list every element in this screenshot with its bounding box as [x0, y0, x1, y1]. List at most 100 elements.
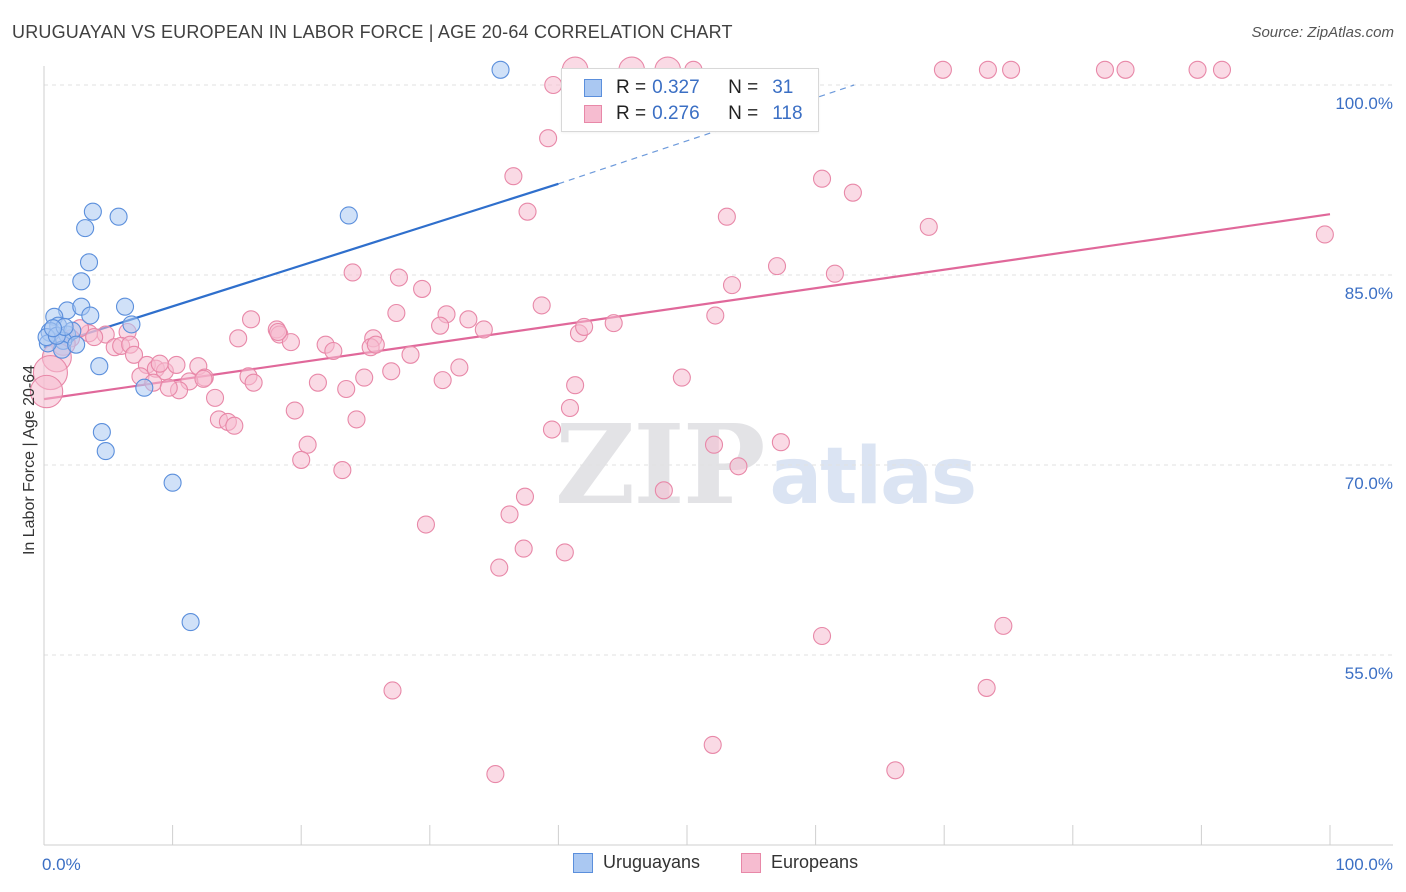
legend-n-label: N = [728, 103, 759, 124]
chart-title: URUGUAYAN VS EUROPEAN IN LABOR FORCE | A… [12, 22, 733, 42]
european-point [919, 217, 938, 236]
uruguayan-point [43, 319, 63, 338]
european-point [150, 354, 169, 373]
european-point [566, 376, 585, 395]
bottom-legend-swatch-uruguayans [573, 852, 593, 873]
bottom-legend-uruguayans: Uruguayans [573, 852, 700, 873]
points-layer [29, 56, 1334, 784]
legend-row-uruguayans: R = 0.327 N = 31 [584, 75, 793, 101]
european-point [382, 362, 401, 381]
y-tick-label: 85.0% [1345, 284, 1393, 303]
european-point [333, 461, 352, 480]
legend-r-value: 0.276 [652, 103, 700, 124]
european-point [194, 369, 213, 388]
uruguayan-point [72, 272, 91, 291]
stats-legend: R = 0.327 N = 31 R = 0.276 N = 118 [561, 68, 819, 132]
european-point [225, 416, 244, 435]
european-point [486, 765, 505, 784]
european-point [324, 341, 343, 361]
european-point [389, 268, 408, 287]
uruguayan-point [79, 253, 99, 272]
european-point [387, 303, 406, 323]
bottom-legend-swatch-europeans [741, 852, 761, 873]
european-point [474, 320, 493, 339]
source-label: Source: ZipAtlas.com [1251, 24, 1394, 41]
x-tick-label: 100.0% [1335, 855, 1393, 874]
european-point [1212, 60, 1232, 79]
uruguayan-point [67, 335, 86, 354]
european-point [241, 310, 261, 329]
european-point [205, 388, 225, 407]
european-point [413, 279, 432, 298]
european-point [825, 264, 844, 283]
european-point [843, 183, 862, 202]
y-tick-label: 55.0% [1345, 664, 1393, 683]
european-point [704, 435, 724, 454]
european-point [124, 345, 144, 364]
legend-r-value: 0.327 [652, 77, 700, 98]
european-point [729, 457, 748, 476]
label-layer: 100.0% 85.0% 70.0% 55.0% 0.0% 100.0% [42, 94, 1393, 874]
european-point [515, 487, 535, 506]
european-point [1116, 60, 1135, 79]
european-point [994, 616, 1013, 635]
european-point [433, 371, 452, 390]
european-point [459, 310, 478, 329]
bottom-legend-label-uruguayans: Uruguayans [603, 852, 701, 872]
uruguayan-trend-extension [558, 84, 855, 185]
european-point [229, 329, 248, 348]
european-point [654, 481, 673, 500]
european-point [85, 328, 104, 347]
european-point [978, 60, 997, 79]
bottom-legend-label-europeans: Europeans [771, 852, 859, 872]
uruguayan-point [135, 378, 154, 397]
european-point [355, 368, 374, 387]
watermark-atlas: atlas [769, 432, 977, 522]
european-point [431, 316, 450, 335]
axis-layer [43, 66, 1393, 846]
y-tick-label: 100.0% [1335, 94, 1393, 113]
european-point [977, 678, 996, 697]
uruguayan-point [83, 202, 102, 221]
european-point [532, 296, 551, 315]
european-point [308, 373, 327, 392]
european-point [29, 374, 64, 409]
european-point [539, 129, 558, 148]
european-point [706, 306, 725, 325]
european-point [1315, 225, 1334, 244]
uruguayan-point [122, 315, 141, 334]
x-tick-label: 0.0% [42, 855, 81, 874]
uruguayan-point [81, 306, 100, 325]
european-point [575, 317, 594, 336]
european-point [401, 345, 420, 364]
european-point [771, 433, 790, 452]
uruguayan-point [339, 206, 358, 225]
legend-n-label: N = [728, 77, 759, 98]
uruguayan-point [92, 423, 111, 442]
european-point [337, 379, 356, 399]
european-point [812, 626, 832, 646]
european-point [500, 505, 519, 524]
european-point [383, 681, 402, 700]
european-trend-line [43, 213, 1331, 401]
legend-r-label: R = [616, 103, 647, 124]
european-point [269, 322, 288, 342]
european-point [347, 410, 366, 429]
legend-row-europeans: R = 0.276 N = 118 [584, 101, 803, 127]
uruguayan-point [96, 442, 115, 461]
european-point [604, 314, 623, 333]
european-point [544, 75, 563, 95]
bottom-legend-europeans: Europeans [741, 852, 858, 873]
legend-n-value: 31 [772, 77, 794, 98]
european-point [722, 276, 742, 295]
european-point [886, 761, 905, 780]
european-point [504, 167, 523, 186]
european-point [281, 333, 300, 352]
y-tick-label: 70.0% [1345, 474, 1393, 493]
uruguayan-point [163, 473, 182, 492]
trend-layer [43, 84, 1331, 401]
y-axis-label: In Labor Force | Age 20-64 [21, 364, 38, 556]
european-point [717, 207, 736, 226]
european-point [1002, 60, 1021, 79]
legend-r-label: R = [616, 77, 647, 98]
